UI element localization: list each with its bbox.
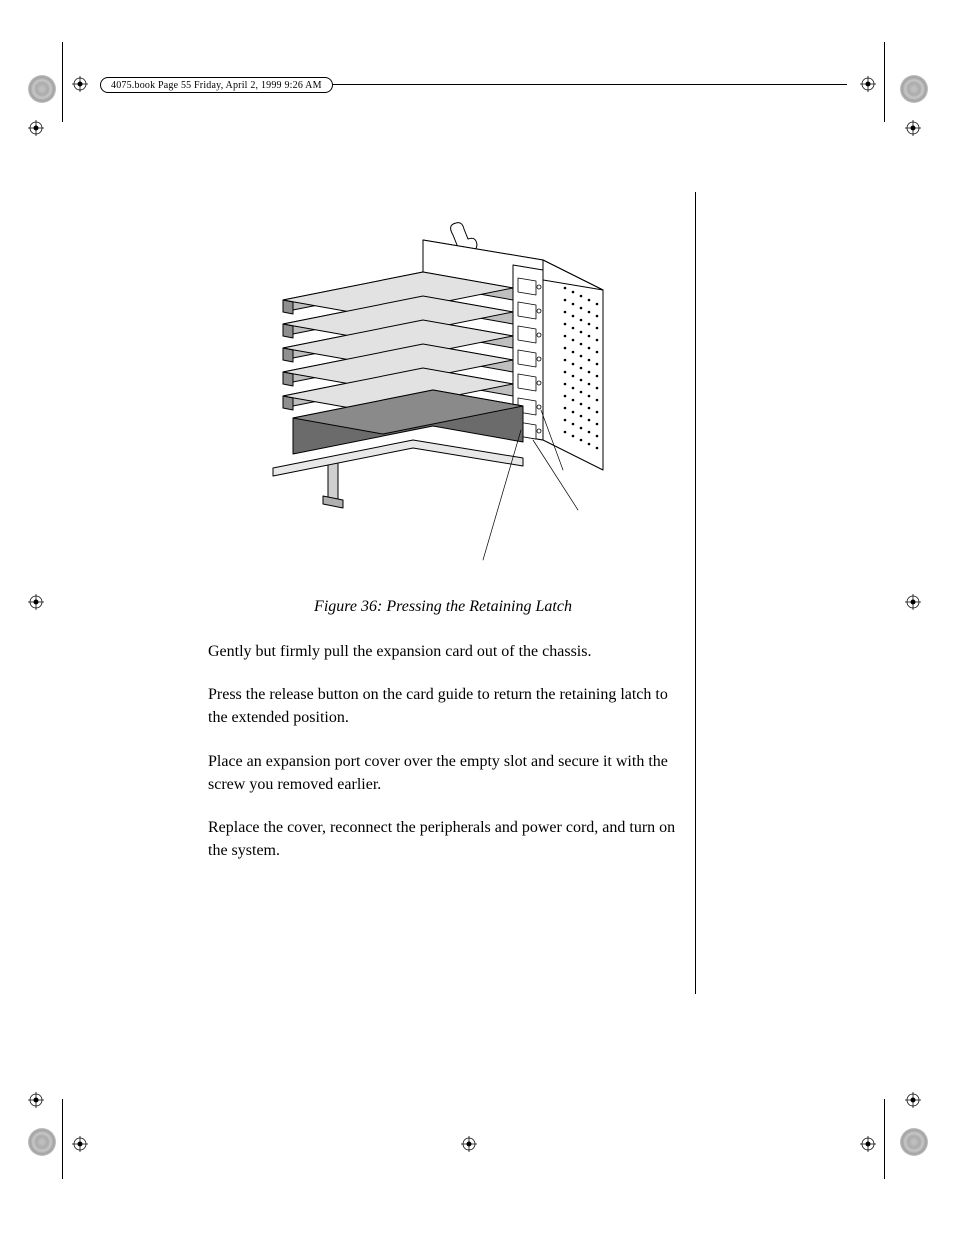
crop-mark-icon bbox=[72, 1136, 88, 1152]
guide-line bbox=[62, 42, 63, 122]
figure-caption: Figure 36: Pressing the Retaining Latch bbox=[208, 598, 678, 616]
figure-illustration bbox=[208, 210, 678, 570]
content-frame-right bbox=[695, 192, 696, 994]
crop-mark-icon bbox=[905, 120, 921, 136]
crop-mark-icon bbox=[28, 594, 44, 610]
crop-mark-icon bbox=[905, 594, 921, 610]
crop-mark-icon bbox=[860, 76, 876, 92]
crop-mark-icon bbox=[905, 1092, 921, 1108]
guide-line bbox=[62, 1099, 63, 1179]
guide-line bbox=[884, 1099, 885, 1179]
expansion-card-diagram-icon bbox=[243, 210, 643, 570]
corner-ornament-icon bbox=[28, 75, 56, 103]
crop-mark-icon bbox=[860, 1136, 876, 1152]
corner-ornament-icon bbox=[900, 75, 928, 103]
crop-mark-icon bbox=[28, 120, 44, 136]
header-slug: 4075.book Page 55 Friday, April 2, 1999 … bbox=[100, 77, 333, 93]
page-content: Figure 36: Pressing the Retaining Latch … bbox=[208, 210, 678, 882]
instruction-paragraph: Replace the cover, reconnect the periphe… bbox=[208, 816, 678, 862]
instruction-paragraph: Gently but firmly pull the expansion car… bbox=[208, 640, 678, 663]
header-text: 4075.book Page 55 Friday, April 2, 1999 … bbox=[111, 80, 322, 91]
guide-line bbox=[884, 42, 885, 122]
corner-ornament-icon bbox=[900, 1128, 928, 1156]
corner-ornament-icon bbox=[28, 1128, 56, 1156]
crop-mark-icon bbox=[28, 1092, 44, 1108]
crop-mark-icon bbox=[72, 76, 88, 92]
crop-mark-icon bbox=[461, 1136, 477, 1152]
instruction-paragraph: Place an expansion port cover over the e… bbox=[208, 750, 678, 796]
instruction-paragraph: Press the release button on the card gui… bbox=[208, 683, 678, 729]
